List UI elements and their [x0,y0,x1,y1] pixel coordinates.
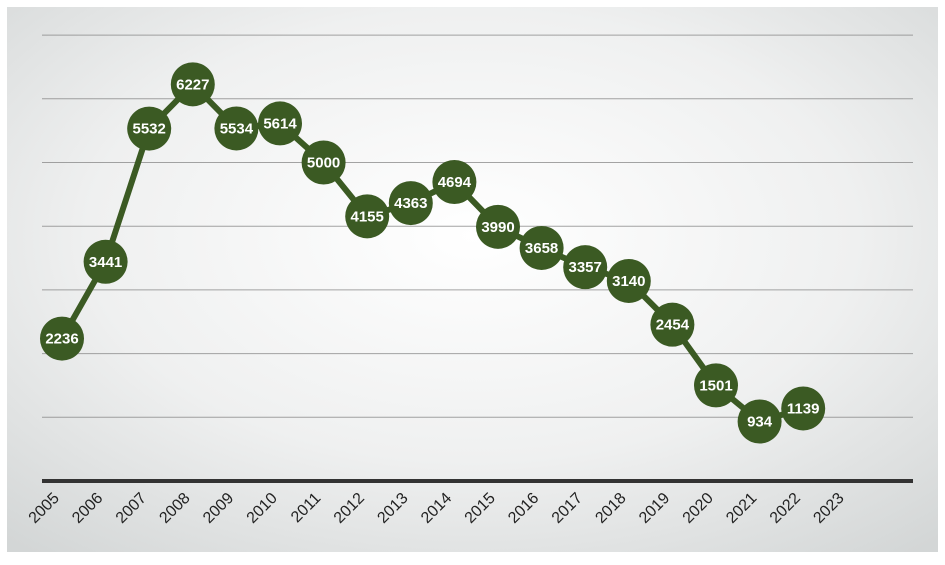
data-point-marker [345,194,390,239]
data-point-marker [650,302,695,347]
data-point-marker [737,399,782,444]
data-label: 4155 [351,208,384,225]
data-label: 5532 [133,121,166,138]
data-label: 1501 [699,377,732,394]
plot-background [7,7,938,552]
data-point-marker [476,204,520,249]
data-label: 4363 [394,195,427,212]
data-label: 6227 [176,76,209,93]
data-label: 3140 [612,273,645,290]
data-label: 3990 [481,219,514,236]
markers-group: 2236 3441 5532 6227 5534 5614 5000 4155 4363 4694… [40,62,826,444]
data-point-marker [301,140,346,185]
data-point-marker [258,101,302,146]
data-label: 5000 [307,155,340,172]
data-label: 3441 [89,254,122,271]
data-label: 934 [747,414,773,431]
data-point-marker [127,106,172,151]
data-point-marker [519,225,564,270]
data-point-marker [432,159,477,204]
data-label: 2454 [656,317,690,334]
data-label: 3357 [569,259,602,276]
data-point-marker [214,106,259,151]
data-label: 2236 [45,331,78,348]
data-point-marker [388,181,433,226]
data-point-marker [694,363,738,408]
data-point-marker [606,258,651,303]
data-point-marker [170,62,215,107]
data-label: 4694 [438,174,472,191]
data-label: 3658 [525,240,558,257]
data-label: 5614 [263,115,297,132]
data-point-marker [563,245,608,290]
data-label: 1139 [787,400,820,417]
data-label: 5534 [220,120,254,137]
data-point-marker [781,386,826,431]
data-point-marker [83,239,128,284]
data-point-marker [40,316,84,361]
